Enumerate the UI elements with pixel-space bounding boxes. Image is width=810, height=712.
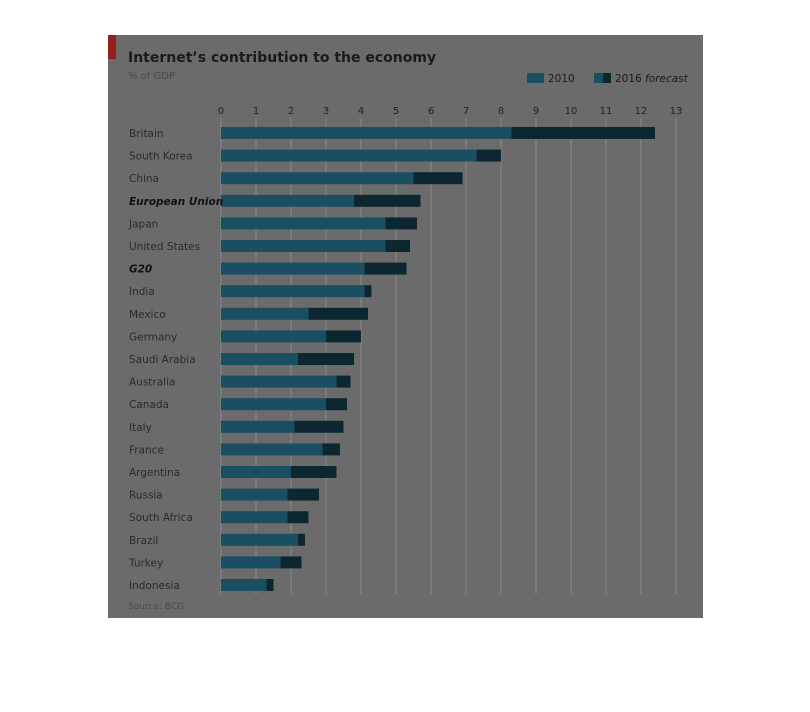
category-label: Argentina bbox=[129, 467, 180, 479]
category-label: Italy bbox=[129, 422, 152, 434]
bar-2016-forecast bbox=[298, 533, 305, 546]
bar-2016-forecast bbox=[364, 262, 407, 275]
bar-2016-forecast bbox=[287, 488, 319, 501]
bar-2010 bbox=[221, 511, 288, 524]
x-tick-label: 6 bbox=[428, 106, 434, 117]
bar-2016-forecast bbox=[294, 420, 344, 433]
bar-2016-forecast bbox=[266, 579, 274, 591]
chart-title: Internet’s contribution to the economy bbox=[128, 50, 436, 66]
bar-2016-forecast bbox=[385, 240, 410, 252]
bar-2010 bbox=[221, 127, 512, 139]
bar-2010 bbox=[221, 353, 298, 365]
accent-bar bbox=[108, 35, 116, 59]
bar-2010 bbox=[221, 579, 267, 591]
bar-2016-forecast bbox=[291, 466, 337, 478]
x-tick-label: 5 bbox=[393, 106, 399, 117]
chart-subtitle: % of GDP bbox=[128, 71, 175, 82]
bar-2016-forecast bbox=[326, 330, 361, 343]
bar-2010 bbox=[221, 194, 354, 207]
x-tick-label: 0 bbox=[218, 106, 224, 117]
bar-2016-forecast bbox=[336, 375, 351, 388]
bar-2010 bbox=[221, 240, 386, 252]
bar-2010 bbox=[221, 172, 414, 185]
x-tick-label: 2 bbox=[288, 106, 294, 117]
bar-2016-forecast bbox=[322, 443, 340, 456]
bar-2016-forecast bbox=[287, 511, 309, 524]
bar-2010 bbox=[221, 488, 288, 501]
category-labels: Britain South Korea China European Union Jap… bbox=[128, 128, 223, 592]
category-label: Saudi Arabia bbox=[129, 354, 196, 366]
bar-2010 bbox=[221, 285, 365, 298]
category-label: European Union bbox=[129, 196, 223, 208]
bar-2016-forecast bbox=[476, 149, 501, 162]
chart-panel bbox=[108, 35, 703, 618]
category-label: Russia bbox=[129, 490, 163, 502]
x-tick-label: 3 bbox=[323, 106, 329, 117]
x-axis-ticks: 0 1 2 3 4 5 6 7 8 9 10 11 12 13 bbox=[218, 106, 683, 117]
bar-2016-forecast bbox=[326, 398, 347, 411]
bar-2010 bbox=[221, 443, 323, 456]
bar-2010 bbox=[221, 307, 309, 320]
bar-2010 bbox=[221, 217, 386, 230]
legend-label-2016: 2016 forecast bbox=[615, 73, 689, 85]
x-tick-label: 8 bbox=[498, 106, 504, 117]
bar-2010 bbox=[221, 556, 281, 569]
category-label: Brazil bbox=[129, 535, 158, 547]
category-label: Canada bbox=[129, 399, 169, 411]
legend-label-2010: 2010 bbox=[548, 73, 575, 85]
category-label: South Korea bbox=[129, 151, 193, 163]
x-tick-label: 9 bbox=[533, 106, 539, 117]
category-label: India bbox=[129, 286, 155, 298]
x-tick-label: 13 bbox=[670, 106, 683, 117]
category-label: Japan bbox=[128, 218, 158, 230]
category-label: United States bbox=[129, 241, 200, 253]
x-tick-label: 1 bbox=[253, 106, 259, 117]
bar-2010 bbox=[221, 330, 326, 343]
bars bbox=[221, 127, 655, 591]
x-tick-label: 12 bbox=[635, 106, 648, 117]
legend-swatch-2016 bbox=[603, 73, 611, 83]
source-note: Source: BCG bbox=[128, 602, 184, 612]
category-label: Australia bbox=[129, 377, 175, 389]
category-label: China bbox=[129, 173, 159, 185]
bar-2010 bbox=[221, 262, 365, 275]
x-tick-label: 10 bbox=[565, 106, 578, 117]
bar-2016-forecast bbox=[364, 285, 372, 298]
bar-2016-forecast bbox=[298, 353, 354, 365]
bar-2010 bbox=[221, 375, 337, 388]
bar-2010 bbox=[221, 149, 477, 162]
legend: 2010 2016 forecast bbox=[527, 73, 689, 85]
bar-2010 bbox=[221, 398, 326, 411]
category-label: G20 bbox=[129, 264, 152, 276]
bar-2010 bbox=[221, 420, 295, 433]
bar-2016-forecast bbox=[354, 194, 421, 207]
category-label: Mexico bbox=[129, 309, 166, 321]
category-label: South Africa bbox=[129, 512, 193, 524]
x-tick-label: 7 bbox=[463, 106, 469, 117]
category-label: Turkey bbox=[128, 557, 163, 569]
category-label: Britain bbox=[129, 128, 164, 140]
legend-swatch-2010 bbox=[527, 73, 544, 83]
legend-swatch-2016-base bbox=[594, 73, 603, 83]
x-tick-label: 11 bbox=[600, 106, 613, 117]
bar-2010 bbox=[221, 466, 291, 478]
legend-label-2016-forecast: forecast bbox=[645, 73, 689, 85]
bar-2016-forecast bbox=[308, 307, 368, 320]
bar-2016-forecast bbox=[511, 127, 655, 139]
legend-label-2016-year: 2016 bbox=[615, 73, 642, 85]
bar-2016-forecast bbox=[280, 556, 302, 569]
bar-2016-forecast bbox=[385, 217, 417, 230]
bar-2010 bbox=[221, 533, 298, 546]
category-label: Germany bbox=[129, 331, 177, 343]
bar-2016-forecast bbox=[413, 172, 463, 185]
category-label: Indonesia bbox=[129, 580, 180, 592]
category-label: France bbox=[129, 444, 164, 456]
x-tick-label: 4 bbox=[358, 106, 364, 117]
